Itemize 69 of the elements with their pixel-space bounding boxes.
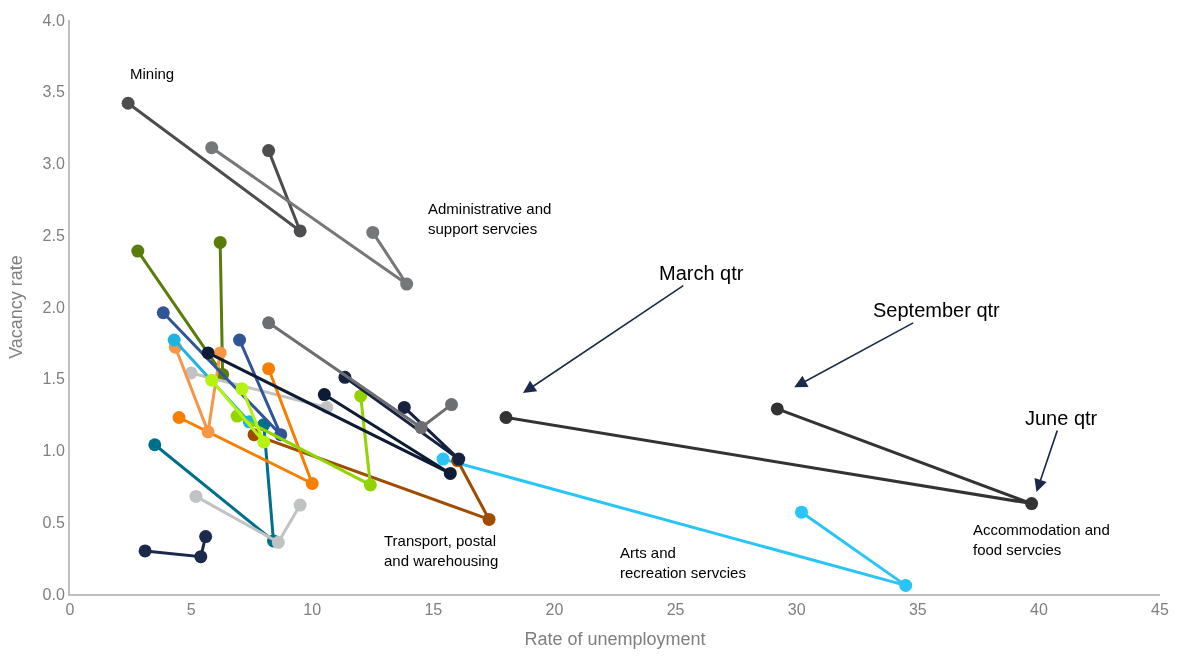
x-tick-label: 5 [186,601,196,619]
x-tick-label: 40 [1029,601,1048,619]
point [201,346,215,360]
point [293,498,307,512]
point [499,411,513,424]
y-tick-label: 2.0 [42,298,65,316]
y-tick-label: 1.5 [42,370,65,388]
point [235,382,249,396]
point [233,333,247,347]
point [257,435,271,449]
point [1025,497,1039,511]
x-tick-label: 20 [545,601,564,619]
x-tick-label: 30 [787,601,806,619]
point [148,438,162,452]
y-tick-label: 0.0 [42,585,65,603]
point [397,400,411,414]
point [271,535,285,549]
point [414,421,428,435]
point [305,477,319,490]
point [366,225,380,239]
point [482,512,496,526]
annotation: March qtr [659,262,744,284]
point [317,388,331,402]
x-tick-label: 0 [65,601,75,619]
point [213,235,227,249]
point [262,362,276,376]
x-tick-label: 15 [424,601,443,619]
point [138,544,152,558]
annotation: Administrative and support servcies [428,200,552,237]
point [194,550,208,564]
point [293,224,307,238]
annotation: Transport, postal and warehousing [384,532,499,569]
point [156,306,170,320]
point [443,466,457,480]
annotation: September qtr [873,299,1001,321]
annotation: Accommodation and food servcies [973,521,1110,558]
point [400,277,414,291]
annotation: Mining [130,65,175,82]
y-tick-label: 1.0 [42,442,65,460]
y-tick-label: 0.5 [42,513,65,531]
x-tick-label: 35 [908,601,927,619]
point [262,144,276,158]
point [770,402,784,416]
y-tick-label: 3.0 [42,155,65,173]
point [899,578,913,592]
y-tick-label: 4.0 [42,11,65,29]
y-tick-label: 3.5 [42,83,65,101]
point [199,530,213,544]
point [205,141,219,155]
point [167,333,181,347]
point [189,489,203,503]
point [363,478,377,492]
annotation: Arts and recreation servcies [620,544,746,581]
point [205,373,219,387]
point [172,411,186,424]
x-axis-title: Rate of unemployment [524,628,706,649]
x-tick-label: 25 [666,601,685,619]
y-axis-title: Vacancy rate [6,255,27,359]
point [436,452,450,466]
point [201,425,215,439]
point [121,96,135,110]
point [445,398,458,412]
y-tick-label: 2.5 [42,226,65,244]
point [795,505,809,519]
x-tick-label: 45 [1151,601,1169,619]
annotation: June qtr [1025,407,1098,429]
point [262,316,276,330]
x-tick-label: 10 [303,601,322,619]
point [131,244,145,258]
